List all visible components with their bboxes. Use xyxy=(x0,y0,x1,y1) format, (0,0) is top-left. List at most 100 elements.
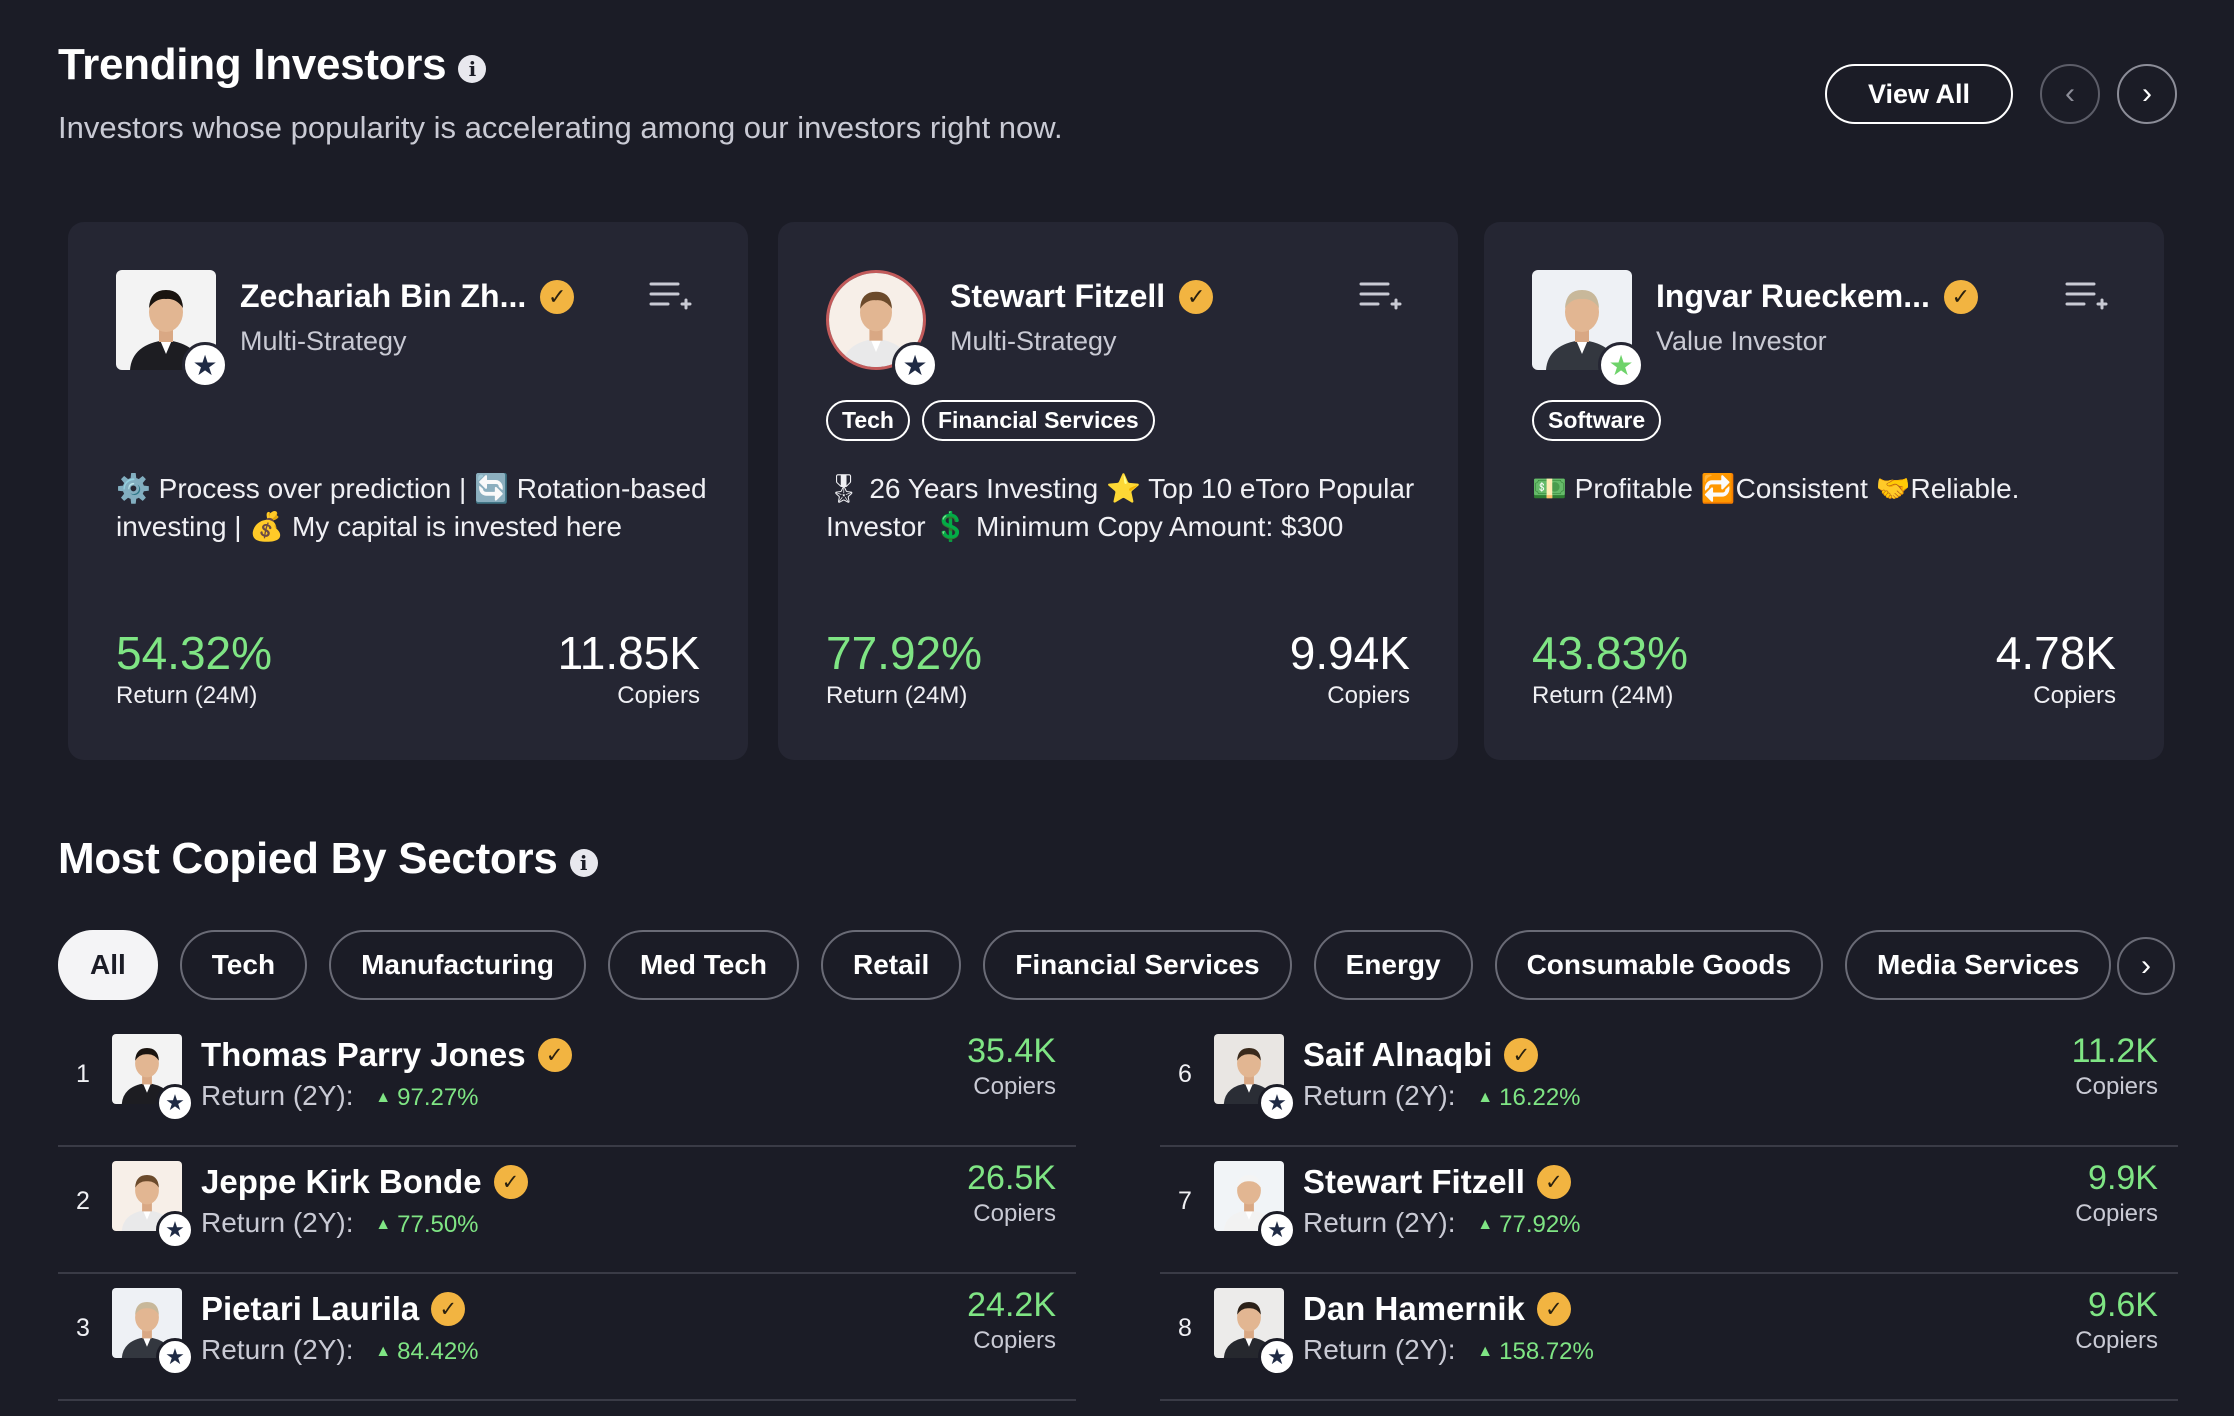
copiers-value: 11.2K xyxy=(2071,1032,2158,1070)
return-row: Return (2Y): ▲ 77.92% xyxy=(1303,1207,1581,1238)
chevron-left-icon: ‹ xyxy=(2065,77,2075,110)
investor-card[interactable]: ★ Ingvar Rueckem... ✓ Value Investor Sof… xyxy=(1484,222,2164,760)
add-to-watchlist-icon[interactable] xyxy=(2064,278,2108,319)
investor-name[interactable]: Thomas Parry Jones ✓ xyxy=(201,1036,572,1074)
verified-icon: ✓ xyxy=(1536,1292,1571,1326)
triangle-up-icon: ▲ xyxy=(375,1089,392,1106)
return-value: 43.83% xyxy=(1532,627,1689,679)
copiers: 9.6K Copiers xyxy=(2075,1286,2158,1355)
sector-tag[interactable]: Software xyxy=(1532,400,1662,441)
investor-bio: 🎖 26 Years Investing ⭐ Top 10 eToro Popu… xyxy=(826,473,1415,542)
rank-number: 1 xyxy=(76,1060,90,1088)
investor-bio: ⚙️ Process over prediction | 🔄 Rotation-… xyxy=(116,473,707,542)
return-row: Return (2Y): ▲ 158.72% xyxy=(1303,1334,1594,1365)
return-value: ▲ 77.50% xyxy=(375,1211,479,1238)
copiers-label: Copiers xyxy=(2033,682,2116,709)
info-icon[interactable]: i xyxy=(458,55,487,83)
investor-card[interactable]: ★ Zechariah Bin Zh... ✓ Multi-Strategy ⚙… xyxy=(68,222,748,760)
tag-list: Tech Financial Services xyxy=(826,400,1155,441)
investor-name[interactable]: Pietari Laurila ✓ xyxy=(201,1290,466,1328)
investor-name[interactable]: Zechariah Bin Zh... ✓ xyxy=(240,278,575,315)
copiers-label: Copiers xyxy=(2075,1073,2158,1100)
triangle-up-icon: ▲ xyxy=(375,1343,392,1360)
table-row[interactable]: 1 ★ Thomas Parry Jones ✓ Return (2Y): ▲ 9… xyxy=(58,1020,1076,1147)
avatar[interactable]: ★ xyxy=(112,1034,194,1122)
triangle-up-icon: ▲ xyxy=(375,1216,392,1233)
next-button[interactable]: › xyxy=(2117,64,2177,124)
table-row[interactable]: 2 ★ Jeppe Kirk Bonde ✓ Return (2Y): ▲ 77.… xyxy=(58,1147,1076,1274)
verified-icon: ✓ xyxy=(493,1165,528,1199)
sector-pill-consumable-goods[interactable]: Consumable Goods xyxy=(1494,930,1824,1000)
add-to-watchlist-icon[interactable] xyxy=(1358,278,1402,319)
return-row: Return (2Y): ▲ 84.42% xyxy=(201,1334,479,1365)
copiers-value: 11.85K xyxy=(557,627,700,679)
add-to-watchlist-icon[interactable] xyxy=(648,278,692,319)
copiers: 35.4K Copiers xyxy=(967,1032,1056,1101)
star-icon: ★ xyxy=(156,1338,194,1376)
copiers: 24.2K Copiers xyxy=(967,1286,1056,1355)
return-value: ▲ 16.22% xyxy=(1477,1084,1581,1111)
copiers-label: Copiers xyxy=(617,682,700,709)
return-value: ▲ 97.27% xyxy=(375,1084,479,1111)
avatar[interactable]: ★ xyxy=(1532,270,1644,388)
sector-pill-energy[interactable]: Energy xyxy=(1313,930,1473,1000)
sector-pill-media-services[interactable]: Media Services xyxy=(1845,930,2112,1000)
rank-number: 8 xyxy=(1178,1314,1192,1342)
table-row[interactable]: 8 ★ Dan Hamernik ✓ Return (2Y): ▲ 158.72%… xyxy=(1160,1274,2178,1401)
verified-icon: ✓ xyxy=(1504,1038,1539,1072)
copiers-value: 9.9K xyxy=(2088,1159,2158,1197)
star-icon: ★ xyxy=(892,342,938,388)
sector-tag[interactable]: Financial Services xyxy=(921,400,1155,441)
investor-style: Value Investor xyxy=(1656,326,1827,356)
verified-icon: ✓ xyxy=(537,1038,572,1072)
sector-pill-financial-services[interactable]: Financial Services xyxy=(983,930,1292,1000)
sectors-next-button[interactable]: › xyxy=(2117,937,2175,995)
sector-tag[interactable]: Tech xyxy=(826,400,910,441)
investor-name[interactable]: Dan Hamernik ✓ xyxy=(1303,1290,1571,1328)
view-all-button[interactable]: View All xyxy=(1825,64,2013,124)
sectors-title: Most Copied By Sectors i xyxy=(58,834,598,884)
sector-pill-med-tech[interactable]: Med Tech xyxy=(607,930,800,1000)
copiers-value: 24.2K xyxy=(967,1286,1056,1324)
star-icon: ★ xyxy=(182,342,228,388)
rank-number: 7 xyxy=(1178,1187,1192,1215)
copiers-value: 26.5K xyxy=(967,1159,1056,1197)
investor-name[interactable]: Saif Alnaqbi ✓ xyxy=(1303,1036,1539,1074)
sector-pill-tech[interactable]: Tech xyxy=(179,930,308,1000)
verified-icon: ✓ xyxy=(540,279,575,314)
investor-card[interactable]: ★ Stewart Fitzell ✓ Multi-Strategy Tech F… xyxy=(778,222,1458,760)
verified-icon: ✓ xyxy=(1536,1165,1571,1199)
investor-bio: 💵 Profitable 🔁Consistent 🤝Reliable. xyxy=(1532,473,2020,504)
investor-name[interactable]: Stewart Fitzell ✓ xyxy=(950,278,1214,315)
investor-name[interactable]: Ingvar Rueckem... ✓ xyxy=(1656,278,1978,315)
investor-style: Multi-Strategy xyxy=(240,326,407,356)
sector-pill-manufacturing[interactable]: Manufacturing xyxy=(329,930,586,1000)
avatar[interactable]: ★ xyxy=(116,270,228,388)
prev-button[interactable]: ‹ xyxy=(2040,64,2100,124)
avatar[interactable]: ★ xyxy=(1214,1288,1296,1376)
copiers-value: 35.4K xyxy=(967,1032,1056,1070)
avatar[interactable]: ★ xyxy=(1214,1034,1296,1122)
star-icon: ★ xyxy=(1258,1338,1296,1376)
investor-name[interactable]: Jeppe Kirk Bonde ✓ xyxy=(201,1163,528,1201)
copiers: 26.5K Copiers xyxy=(967,1159,1056,1228)
table-row[interactable]: 6 ★ Saif Alnaqbi ✓ Return (2Y): ▲ 16.22% … xyxy=(1160,1020,2178,1147)
table-row[interactable]: 3 ★ Pietari Laurila ✓ Return (2Y): ▲ 84.4… xyxy=(58,1274,1076,1401)
avatar[interactable]: ★ xyxy=(112,1161,194,1249)
info-icon[interactable]: i xyxy=(569,849,598,877)
verified-icon: ✓ xyxy=(431,1292,466,1326)
avatar[interactable]: ★ xyxy=(112,1288,194,1376)
copiers: 11.2K Copiers xyxy=(2072,1032,2158,1101)
return-value: ▲ 77.92% xyxy=(1477,1211,1581,1238)
trending-title: Trending Investors i xyxy=(58,40,487,90)
trending-subtitle: Investors whose popularity is accelerati… xyxy=(58,110,1063,145)
avatar[interactable]: ★ xyxy=(1214,1161,1296,1249)
sector-pill-all[interactable]: All xyxy=(58,930,158,1000)
investor-name[interactable]: Stewart Fitzell ✓ xyxy=(1303,1163,1571,1201)
chevron-right-icon: › xyxy=(2141,949,2151,982)
sector-pill-retail[interactable]: Retail xyxy=(821,930,962,1000)
sector-filter-bar: All Tech Manufacturing Med Tech Retail Financ… xyxy=(58,930,2112,1000)
avatar[interactable]: ★ xyxy=(826,270,938,388)
table-row[interactable]: 7 ★ Stewart Fitzell ✓ Return (2Y): ▲ 77.9… xyxy=(1160,1147,2178,1274)
star-icon: ★ xyxy=(1258,1211,1296,1249)
